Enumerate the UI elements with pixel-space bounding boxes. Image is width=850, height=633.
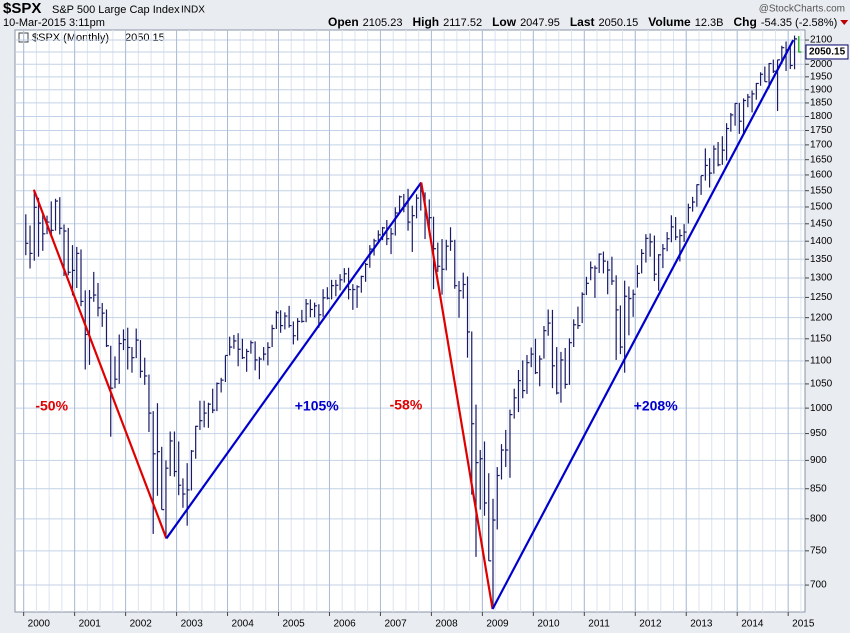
price-bars: [25, 35, 802, 610]
annotation: +105%: [295, 397, 340, 413]
y-tick-label: 1500: [810, 202, 833, 213]
trend-line: [165, 181, 423, 540]
y-tick-label: 1100: [810, 355, 832, 366]
symbol: $SPX: [3, 0, 41, 17]
y-tick-label: 1800: [810, 111, 833, 122]
x-tick-label: 2004: [232, 619, 255, 630]
title: S&P 500 Large Cap Index: [52, 4, 180, 16]
y-tick-label: 1000: [810, 403, 833, 414]
y-tick-label: 800: [810, 513, 827, 524]
quote-label: High: [412, 15, 439, 29]
y-tick-label: 1700: [810, 140, 833, 151]
trend-line: [491, 39, 795, 610]
x-tick-label: 2014: [741, 619, 764, 630]
y-tick-label: 850: [810, 483, 827, 494]
x-tick-label: 2000: [28, 619, 51, 630]
y-tick-label: 700: [810, 580, 827, 591]
price-tag: [805, 44, 849, 60]
credit: @StockCharts.com: [759, 4, 845, 15]
y-tick-label: 2000: [810, 59, 833, 70]
y-tick-label: 1300: [810, 273, 833, 284]
trend-line: [420, 182, 494, 610]
down-arrow: [840, 20, 849, 25]
y-tick-label: 1750: [810, 125, 833, 136]
y-tick-label: 1850: [810, 98, 833, 109]
x-tick-label: 2015: [792, 619, 815, 630]
x-tick-label: 2009: [486, 619, 509, 630]
legend-value: 2050.15: [125, 32, 165, 44]
annotation: +208%: [634, 397, 679, 413]
y-tick-label: 1650: [810, 154, 833, 165]
y-tick-label: 1250: [810, 292, 833, 303]
price-tag-label: 2050.15: [809, 47, 846, 58]
quote: Open 2105.23 High 2117.52 Low 2047.95 Last 2050…: [328, 15, 849, 29]
y-tick-label: 900: [810, 455, 827, 466]
annotation: -58%: [390, 396, 423, 412]
quote-label: Chg: [733, 15, 756, 29]
x-tick-label: 2007: [384, 619, 407, 630]
y-tick-label: 1350: [810, 254, 833, 265]
exchange: INDX: [181, 5, 205, 16]
y-tick-label: 1600: [810, 170, 833, 181]
x-tick-label: 2011: [588, 619, 610, 630]
x-tick-label: 2010: [537, 619, 560, 630]
quote-value: 2050.15: [599, 17, 639, 29]
x-tick-label: 2001: [79, 619, 102, 630]
y-tick-label: 2100: [810, 35, 833, 46]
annotation: -50%: [35, 397, 68, 413]
x-tick-label: 2012: [639, 619, 662, 630]
x-tick-label: 2005: [283, 619, 306, 630]
quote-value: -54.35 (-2.58%): [761, 17, 837, 29]
quote-label: Volume: [648, 15, 691, 29]
timestamp: 10-Mar-2015 3:11pm: [3, 17, 105, 29]
x-tick-label: 2003: [181, 619, 204, 630]
grid: [15, 30, 805, 612]
y-tick-label: 750: [810, 545, 827, 556]
y-tick-label: 1050: [810, 379, 833, 390]
y-tick-label: 1400: [810, 236, 833, 247]
y-tick-label: 1900: [810, 84, 833, 95]
trend-line: [32, 189, 168, 539]
x-tick-label: 2002: [130, 619, 153, 630]
y-tick-label: 1550: [810, 185, 833, 196]
y-tick-label: 1950: [810, 71, 833, 82]
quote-value: 2047.95: [520, 17, 560, 29]
y-tick-label: 1200: [810, 312, 833, 323]
y-tick-label: 950: [810, 428, 827, 439]
x-tick-label: 2008: [435, 619, 458, 630]
quote-label: Open: [328, 15, 359, 29]
quote-value: 12.3B: [695, 17, 724, 29]
x-tick-label: 2013: [690, 619, 713, 630]
quote-label: Last: [570, 15, 595, 29]
quote-label: Low: [492, 15, 517, 29]
y-tick-label: 1150: [810, 333, 832, 344]
quote-value: 2117.52: [443, 17, 482, 29]
y-tick-label: 1450: [810, 218, 833, 229]
quote-value: 2105.23: [363, 17, 403, 29]
x-tick-label: 2006: [333, 619, 356, 630]
legend-name: $SPX (Monthly): [32, 32, 109, 44]
